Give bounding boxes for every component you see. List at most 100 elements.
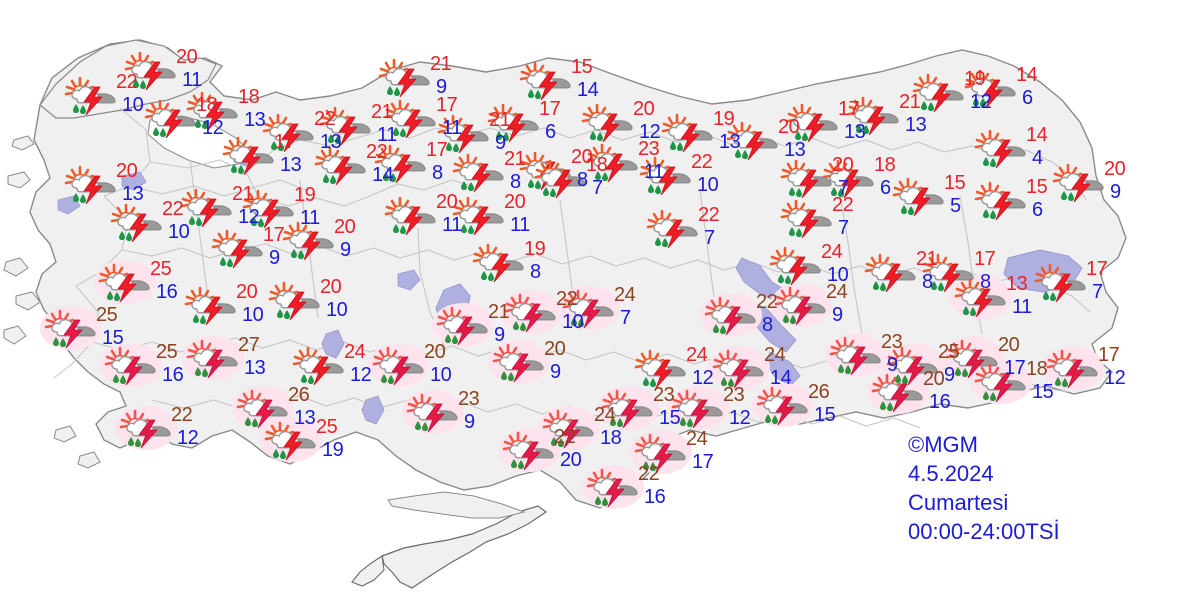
min-temperature-label: 18: [600, 427, 622, 449]
max-temperature-label: 19: [524, 238, 546, 260]
sun-cloud-thunderstorm-rain-icon: [186, 338, 240, 378]
sun-cloud-thunderstorm-rain-icon: [492, 342, 546, 382]
max-temperature-label: 20: [334, 216, 356, 238]
min-temperature-label: 13: [244, 357, 266, 379]
max-temperature-label: 17: [436, 94, 458, 116]
max-temperature-label: 22: [116, 71, 138, 93]
legend-period: 00:00-24:00TSİ: [908, 519, 1060, 544]
max-temperature-label: 19: [294, 184, 316, 206]
min-temperature-label: 6: [880, 177, 891, 199]
sun-cloud-thunderstorm-rain-icon: [44, 308, 98, 348]
max-temperature-label: 24: [821, 241, 843, 263]
min-temperature-label: 12: [202, 117, 224, 139]
sun-cloud-thunderstorm-rain-icon: [756, 385, 810, 425]
sun-cloud-thunderstorm-rain-icon: [704, 295, 758, 335]
max-temperature-label: 17: [539, 98, 561, 120]
max-temperature-label: 18: [238, 86, 260, 108]
min-temperature-label: 10: [697, 174, 719, 196]
min-temperature-label: 7: [704, 227, 715, 249]
min-temperature-label: 16: [162, 364, 184, 386]
min-temperature-label: 6: [1032, 199, 1043, 221]
min-temperature-label: 11: [182, 69, 202, 91]
max-temperature-label: 19: [964, 68, 986, 90]
max-temperature-label: 23: [723, 384, 745, 406]
max-temperature-label: 17: [838, 98, 860, 120]
max-temperature-label: 23: [881, 331, 903, 353]
max-temperature-label: 23: [638, 138, 660, 160]
min-temperature-label: 9: [494, 324, 505, 346]
max-temperature-label: 20: [998, 334, 1020, 356]
min-temperature-label: 4: [1032, 147, 1043, 169]
sun-cloud-thunderstorm-rain-icon: [384, 195, 438, 235]
max-temperature-label: 18: [874, 154, 896, 176]
min-temperature-label: 10: [242, 304, 264, 326]
sun-cloud-thunderstorm-rain-icon: [769, 245, 823, 285]
min-temperature-label: 11: [510, 214, 530, 236]
min-temperature-label: 15: [814, 404, 836, 426]
min-temperature-label: 19: [322, 439, 344, 461]
sun-cloud-thunderstorm-rain-icon: [472, 242, 526, 282]
sun-cloud-thunderstorm-rain-icon: [268, 280, 322, 320]
max-temperature-label: 20: [832, 154, 854, 176]
sun-cloud-thunderstorm-rain-icon: [780, 198, 834, 238]
min-temperature-label: 13: [320, 131, 342, 153]
min-temperature-label: 8: [530, 261, 541, 283]
max-temperature-label: 20: [116, 160, 138, 182]
sun-cloud-thunderstorm-rain-icon: [119, 408, 173, 448]
max-temperature-label: 17: [974, 248, 996, 270]
min-temperature-label: 9: [887, 354, 898, 376]
min-temperature-label: 9: [269, 247, 280, 269]
sun-cloud-thunderstorm-rain-icon: [406, 392, 460, 432]
cyprus-south-outline: [387, 491, 526, 519]
max-temperature-label: 21: [489, 109, 511, 131]
min-temperature-label: 7: [620, 307, 631, 329]
min-temperature-label: 5: [950, 195, 961, 217]
sun-cloud-thunderstorm-rain-icon: [184, 285, 238, 325]
min-temperature-label: 13: [294, 407, 316, 429]
max-temperature-label: 21: [232, 183, 254, 205]
sun-cloud-thunderstorm-rain-icon: [64, 75, 118, 115]
max-temperature-label: 13: [1006, 273, 1028, 295]
sun-cloud-thunderstorm-rain-icon: [712, 348, 766, 388]
min-temperature-label: 10: [168, 221, 190, 243]
max-temperature-label: 25: [156, 341, 178, 363]
sun-cloud-thunderstorm-rain-icon: [110, 202, 164, 242]
max-temperature-label: 26: [288, 384, 310, 406]
max-temperature-label: 15: [1026, 176, 1048, 198]
legend-copyright: ©MGM: [908, 432, 978, 457]
sun-cloud-thunderstorm-rain-icon: [502, 430, 556, 470]
max-temperature-label: 18: [196, 94, 218, 116]
max-temperature-label: 24: [764, 344, 786, 366]
min-temperature-label: 12: [729, 407, 751, 429]
min-temperature-label: 8: [432, 162, 443, 184]
min-temperature-label: 10: [122, 94, 144, 116]
max-temperature-label: 17: [426, 139, 448, 161]
sun-cloud-thunderstorm-rain-icon: [646, 208, 700, 248]
max-temperature-label: 22: [691, 151, 713, 173]
min-temperature-label: 10: [430, 364, 452, 386]
min-temperature-label: 15: [1032, 381, 1054, 403]
sun-cloud-thunderstorm-rain-icon: [974, 128, 1028, 168]
min-temperature-label: 13: [244, 109, 266, 131]
max-temperature-label: 22: [698, 204, 720, 226]
min-temperature-label: 8: [980, 271, 991, 293]
max-temperature-label: 22: [171, 404, 193, 426]
sun-cloud-thunderstorm-rain-icon: [1034, 262, 1088, 302]
max-temperature-label: 15: [944, 172, 966, 194]
max-temperature-label: 14: [1016, 64, 1038, 86]
min-temperature-label: 12: [177, 427, 199, 449]
max-temperature-label: 20: [778, 116, 800, 138]
max-temperature-label: 27: [238, 334, 260, 356]
max-temperature-label: 21: [371, 101, 393, 123]
min-temperature-label: 13: [905, 114, 927, 136]
max-temperature-label: 22: [366, 141, 388, 163]
min-temperature-label: 15: [659, 407, 681, 429]
sun-cloud-thunderstorm-rain-icon: [98, 262, 152, 302]
max-temperature-label: 22: [638, 463, 660, 485]
sun-cloud-thunderstorm-rain-icon: [871, 372, 925, 412]
max-temperature-label: 23: [458, 388, 480, 410]
min-temperature-label: 7: [592, 177, 603, 199]
max-temperature-label: 24: [614, 284, 636, 306]
min-temperature-label: 12: [350, 364, 372, 386]
legend-weekday: Cumartesi: [908, 490, 1009, 515]
